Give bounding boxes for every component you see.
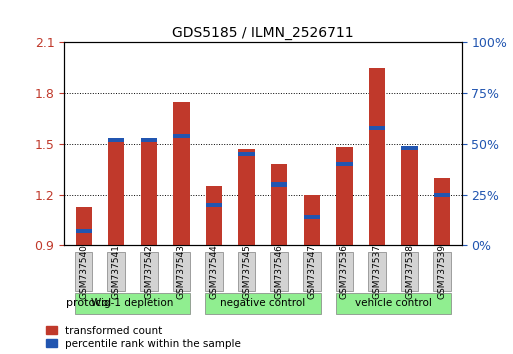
Bar: [75, 207, 92, 245]
FancyBboxPatch shape: [107, 252, 125, 291]
Text: GSM737543: GSM737543: [177, 244, 186, 299]
Bar: [141, 138, 157, 142]
Bar: [239, 149, 255, 245]
Text: GSM737539: GSM737539: [438, 244, 447, 299]
Text: Wig-1 depletion: Wig-1 depletion: [91, 298, 174, 308]
FancyBboxPatch shape: [205, 252, 223, 291]
Bar: [206, 186, 222, 245]
Bar: [239, 152, 255, 156]
Bar: [271, 182, 287, 187]
Text: GSM737541: GSM737541: [112, 244, 121, 299]
FancyBboxPatch shape: [336, 252, 353, 291]
Bar: [336, 162, 352, 166]
Text: protocol: protocol: [66, 298, 111, 308]
Bar: [336, 147, 352, 245]
Bar: [434, 178, 450, 245]
FancyBboxPatch shape: [140, 252, 157, 291]
Bar: [141, 141, 157, 245]
Text: GSM737537: GSM737537: [372, 244, 382, 299]
Bar: [401, 147, 418, 245]
Bar: [108, 139, 125, 245]
FancyBboxPatch shape: [75, 293, 190, 314]
FancyBboxPatch shape: [173, 252, 190, 291]
FancyBboxPatch shape: [368, 252, 386, 291]
FancyBboxPatch shape: [433, 252, 451, 291]
Text: GSM737538: GSM737538: [405, 244, 414, 299]
Text: GSM737540: GSM737540: [79, 244, 88, 299]
Text: negative control: negative control: [220, 298, 306, 308]
FancyBboxPatch shape: [303, 252, 321, 291]
FancyBboxPatch shape: [270, 252, 288, 291]
Bar: [75, 229, 92, 233]
Legend: transformed count, percentile rank within the sample: transformed count, percentile rank withi…: [46, 326, 241, 349]
FancyBboxPatch shape: [75, 252, 92, 291]
Bar: [173, 102, 190, 245]
Text: GSM737544: GSM737544: [209, 244, 219, 299]
Title: GDS5185 / ILMN_2526711: GDS5185 / ILMN_2526711: [172, 26, 354, 40]
Bar: [206, 203, 222, 207]
Text: GSM737545: GSM737545: [242, 244, 251, 299]
Bar: [434, 193, 450, 197]
Text: GSM737542: GSM737542: [144, 244, 153, 299]
Bar: [108, 138, 125, 142]
Bar: [369, 68, 385, 245]
Text: GSM737536: GSM737536: [340, 244, 349, 299]
Bar: [304, 195, 320, 245]
Bar: [369, 126, 385, 130]
Text: GSM737546: GSM737546: [274, 244, 284, 299]
FancyBboxPatch shape: [336, 293, 451, 314]
Bar: [173, 134, 190, 138]
FancyBboxPatch shape: [205, 293, 321, 314]
Text: GSM737547: GSM737547: [307, 244, 317, 299]
Bar: [401, 146, 418, 150]
Text: vehicle control: vehicle control: [355, 298, 432, 308]
Bar: [271, 164, 287, 245]
Bar: [304, 215, 320, 219]
FancyBboxPatch shape: [238, 252, 255, 291]
FancyBboxPatch shape: [401, 252, 419, 291]
